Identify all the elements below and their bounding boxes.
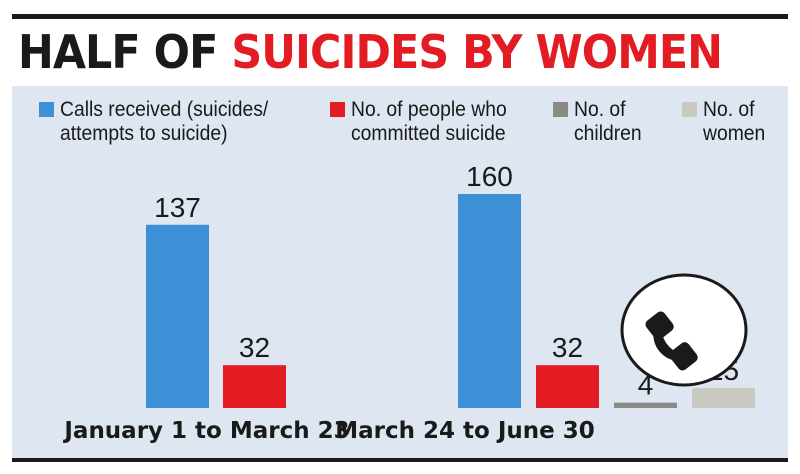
top-rule: [12, 14, 788, 19]
bottom-rule: [12, 458, 788, 462]
title-part-accent: SUICIDES BY WOMEN: [231, 25, 723, 79]
bar-suicides-2: [536, 365, 599, 408]
bar-calls-2: [458, 194, 521, 408]
bar-women-2: [692, 387, 755, 408]
category-label-2: March 24 to June 30: [335, 418, 595, 444]
bar-suicides-1: [223, 365, 286, 408]
legend-label-children: No. of children: [574, 98, 642, 145]
chart-title: HALF OF SUICIDES BY WOMEN: [18, 24, 723, 80]
bar-value-calls-1: 137: [154, 192, 201, 223]
legend-item-children: No. of children: [553, 98, 648, 146]
bar-value-calls-2: 160: [466, 161, 513, 192]
legend-label-calls: Calls received (suicides/ attempts to su…: [60, 98, 269, 145]
phone-icon: [620, 273, 748, 387]
legend-label-women: No. of women: [703, 98, 766, 145]
legend-swatch-suicides: [330, 102, 345, 117]
title-part-dark: HALF OF: [18, 25, 232, 79]
legend-item-suicides: No. of people who committed suicide: [330, 98, 520, 146]
chart-panel: Calls received (suicides/ attempts to su…: [12, 86, 788, 458]
legend-label-suicides: No. of people who committed suicide: [351, 98, 507, 145]
legend-item-women: No. of women: [682, 98, 771, 146]
legend-item-calls: Calls received (suicides/ attempts to su…: [39, 98, 286, 146]
bar-calls-1: [146, 224, 209, 408]
bar-value-suicides-2: 32: [552, 332, 583, 363]
legend-swatch-women: [682, 102, 697, 117]
category-label-1: January 1 to March 23: [62, 418, 349, 444]
bar-children-2: [614, 402, 677, 408]
legend-swatch-children: [553, 102, 568, 117]
legend-swatch-calls: [39, 102, 54, 117]
bar-value-suicides-1: 32: [239, 332, 270, 363]
